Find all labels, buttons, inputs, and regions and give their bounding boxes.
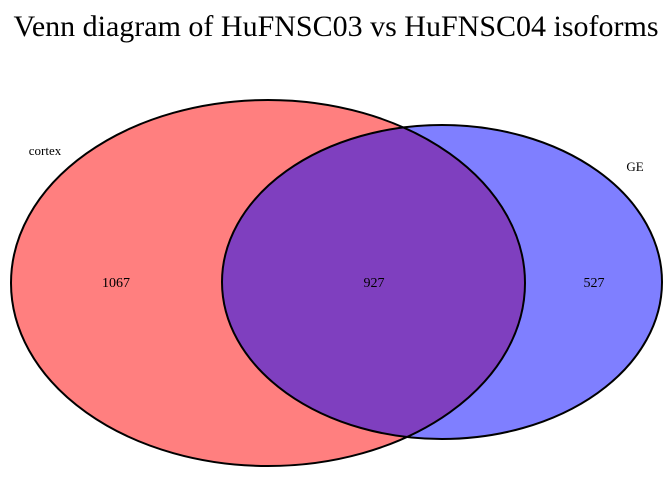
cortex-set-label: cortex [29, 143, 62, 158]
ge-set-label: GE [626, 159, 643, 174]
ge-ellipse-outline [221, 124, 663, 440]
ge-only-count: 527 [584, 276, 605, 291]
cortex-ellipse-outline [10, 99, 526, 467]
cortex-only-count: 1067 [102, 276, 130, 291]
ge-ellipse-fill [222, 125, 662, 439]
diagram-title: Venn diagram of HuFNSC03 vs HuFNSC04 iso… [13, 10, 658, 43]
intersection-count: 927 [364, 276, 385, 291]
